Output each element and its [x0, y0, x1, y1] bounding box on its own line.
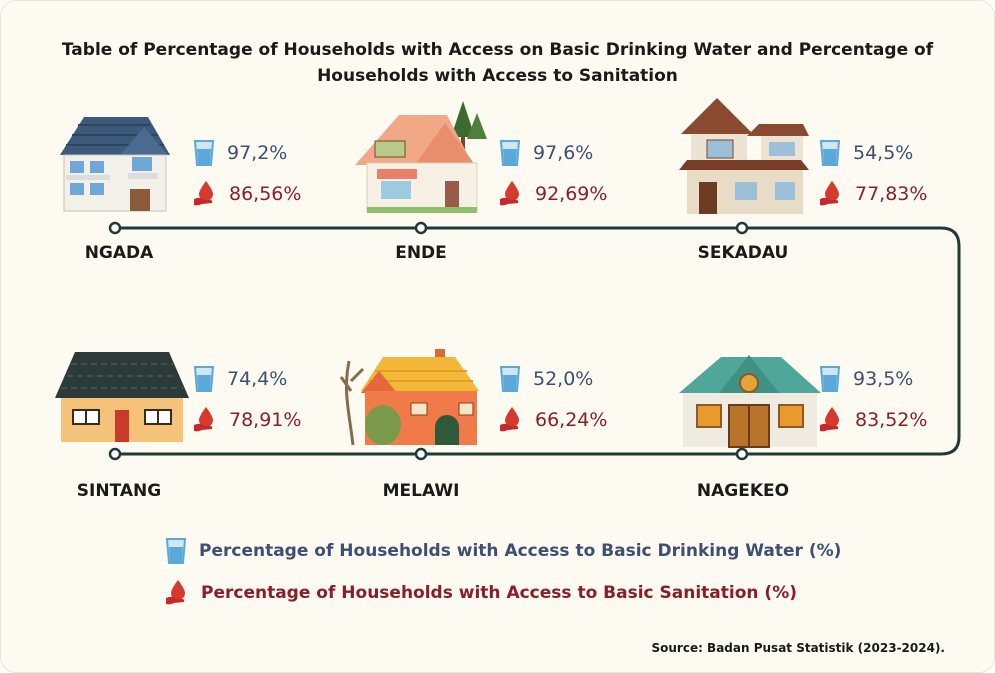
house-sekadau-illustration [679, 98, 809, 214]
sanitation-value-melawi: 66,24% [535, 409, 608, 431]
hand-water-drop-icon [820, 181, 839, 206]
house-ngada-illustration [60, 117, 170, 212]
sanitation-value-sintang: 78,91% [229, 409, 302, 431]
node-ende [414, 221, 428, 235]
water-glass-icon [819, 366, 841, 392]
hand-water-drop-icon [500, 181, 519, 206]
node-melawi [414, 447, 428, 461]
node-sintang [108, 447, 122, 461]
house-melawi-illustration [339, 349, 479, 446]
node-sekadau [735, 221, 749, 235]
legend-hand-water-drop-icon [166, 580, 185, 605]
sanitation-value-sekadau: 77,83% [855, 183, 928, 205]
source-note: Source: Badan Pusat Statistik (2023-2024… [651, 641, 945, 655]
legend-sanitation-label: Percentage of Households with Access to … [201, 583, 798, 603]
node-ngada [108, 221, 122, 235]
water-value-sintang: 74,4% [227, 368, 288, 390]
chart-title: Table of Percentage of Households with A… [61, 40, 934, 86]
water-value-sekadau: 54,5% [853, 142, 914, 164]
legend-water-glass-icon [165, 538, 187, 564]
water-glass-icon [193, 366, 215, 392]
house-ende-illustration [355, 101, 487, 213]
region-label-nagekeo: NAGEKEO [696, 481, 790, 501]
water-value-ende: 97,6% [533, 142, 594, 164]
hand-water-drop-icon [194, 407, 213, 432]
house-sintang-illustration [55, 352, 189, 442]
sanitation-value-nagekeo: 83,52% [855, 409, 928, 431]
region-label-sintang: SINTANG [76, 481, 162, 501]
hand-water-drop-icon [820, 407, 839, 432]
hand-water-drop-icon [500, 407, 519, 432]
house-nagekeo-illustration [679, 355, 821, 448]
hand-water-drop-icon [194, 181, 213, 206]
region-label-melawi: MELAWI [382, 481, 460, 501]
water-glass-icon [499, 366, 521, 392]
water-value-melawi: 52,0% [533, 368, 594, 390]
region-label-ngada: NGADA [84, 243, 154, 263]
water-glass-icon [499, 140, 521, 166]
water-glass-icon [819, 140, 841, 166]
water-value-ngada: 97,2% [227, 142, 288, 164]
node-nagekeo [735, 447, 749, 461]
legend-water-label: Percentage of Households with Access to … [199, 541, 842, 561]
sanitation-value-ngada: 86,56% [229, 183, 302, 205]
sanitation-value-ende: 92,69% [535, 183, 608, 205]
region-label-sekadau: SEKADAU [697, 243, 789, 263]
water-glass-icon [193, 140, 215, 166]
water-value-nagekeo: 93,5% [853, 368, 914, 390]
region-label-ende: ENDE [395, 243, 447, 263]
